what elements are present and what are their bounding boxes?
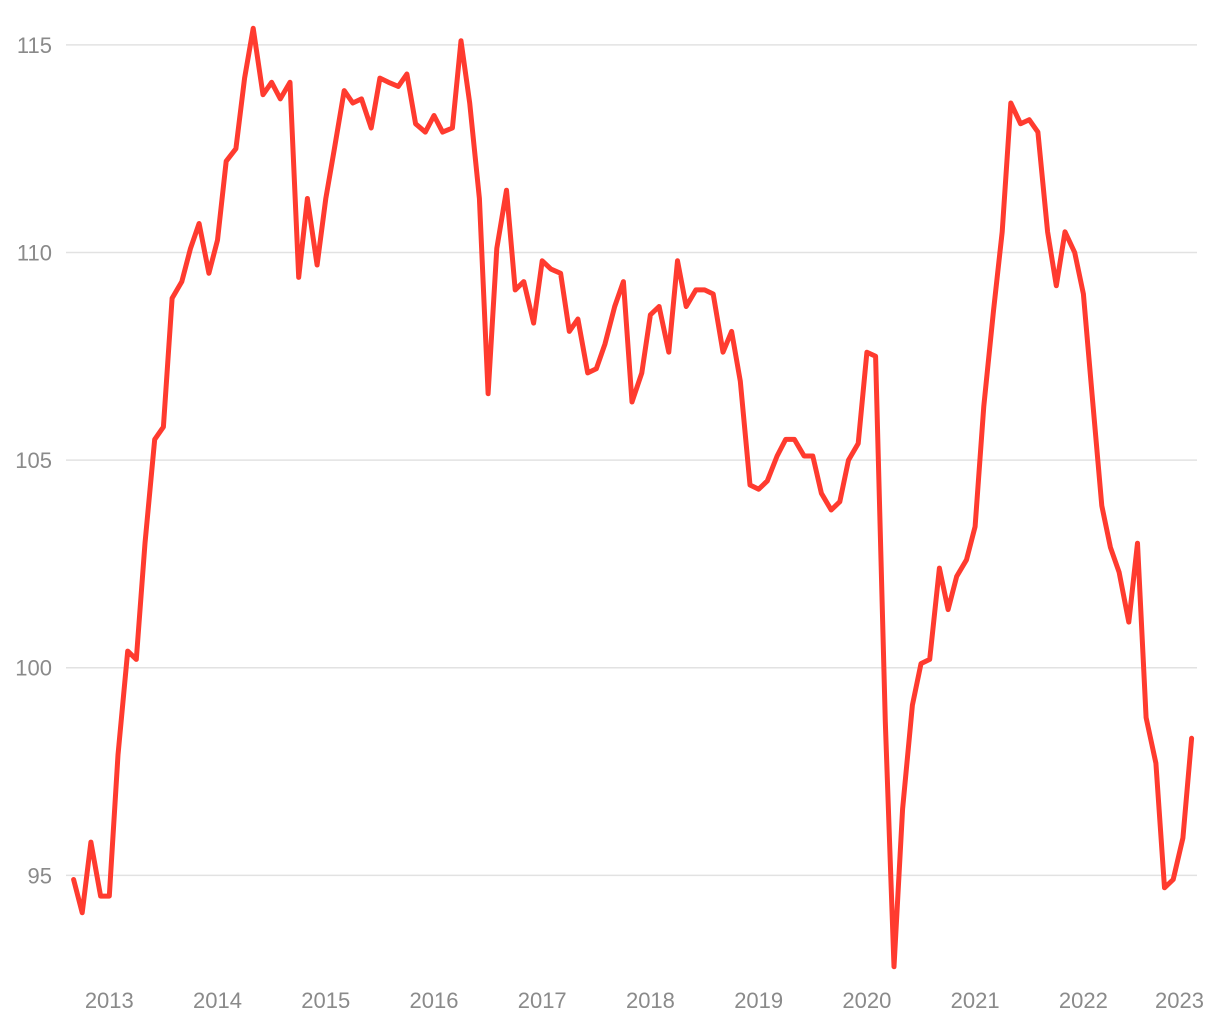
y-tick-label: 110 xyxy=(17,241,52,266)
y-tick-label: 105 xyxy=(15,448,52,473)
series-layer xyxy=(71,25,1195,970)
y-tick-label: 100 xyxy=(15,656,52,681)
x-tick-label: 2023 xyxy=(1155,988,1204,1013)
x-tick-label: 2021 xyxy=(951,988,1000,1013)
y-tick-label: 95 xyxy=(28,863,52,888)
x-tick-label: 2017 xyxy=(518,988,567,1013)
x-tick-label: 2020 xyxy=(842,988,891,1013)
y-axis-tick-labels: 95 100 105 110 115 xyxy=(15,33,52,888)
grid-lines xyxy=(66,44,1197,877)
x-tick-label: 2016 xyxy=(410,988,459,1013)
y-tick-label: 115 xyxy=(17,33,52,58)
x-tick-label: 2015 xyxy=(301,988,350,1013)
x-tick-label: 2018 xyxy=(626,988,675,1013)
x-axis-tick-labels: 2013 2014 2015 2016 2017 2018 2019 2020 2021 2022… xyxy=(85,988,1204,1013)
x-tick-label: 2013 xyxy=(85,988,134,1013)
x-tick-label: 2014 xyxy=(193,988,242,1013)
series-line-0 xyxy=(71,25,1195,970)
x-tick-label: 2022 xyxy=(1059,988,1108,1013)
x-tick-label: 2019 xyxy=(734,988,783,1013)
